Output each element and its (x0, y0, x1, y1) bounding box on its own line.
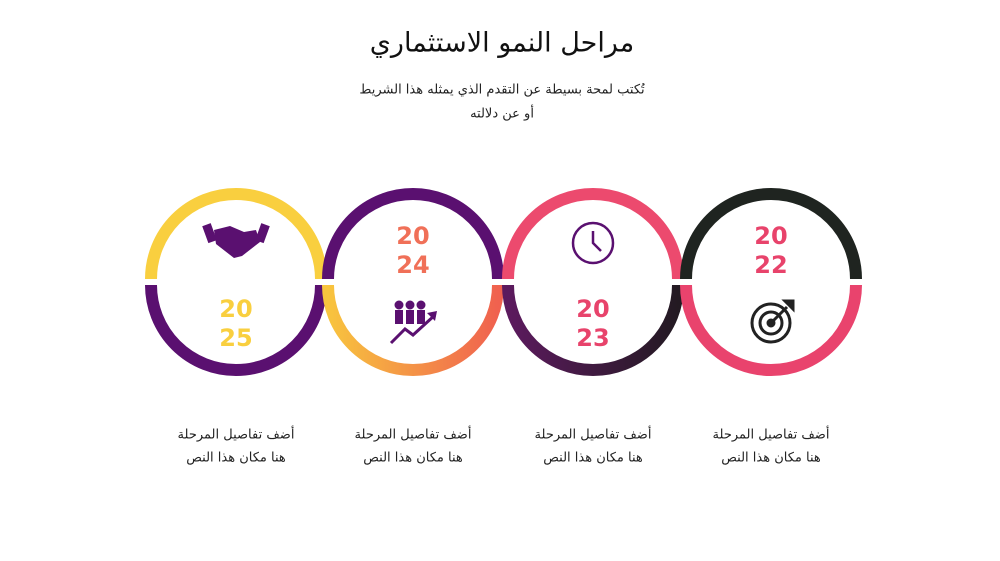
growth-icon (389, 300, 437, 345)
stage-description: أضف تفاصيل المرحلة (713, 426, 830, 443)
clock-icon (571, 221, 615, 265)
ring-top-half (145, 188, 327, 280)
ring-bottom-half (502, 284, 684, 376)
ring-bottom-half (145, 284, 327, 376)
ring-top-half (502, 188, 684, 280)
ring-top-half (680, 188, 862, 280)
target-icon (750, 299, 795, 344)
ring-bottom-half (680, 284, 862, 376)
year-label: 23 (576, 324, 609, 352)
year-label: 20 (396, 222, 429, 250)
year-label: 24 (396, 251, 429, 279)
year-label: 22 (754, 251, 787, 279)
year-label: 20 (754, 222, 787, 250)
title: مراحل النمو الاستثماري (370, 28, 634, 59)
stage-description: أضف تفاصيل المرحلة (178, 426, 295, 443)
stage-description: أضف تفاصيل المرحلة (535, 426, 652, 443)
handshake-icon (202, 223, 270, 258)
year-label: 25 (219, 324, 252, 352)
subtitle-line: أو عن دلالته (470, 105, 534, 122)
stage-description: هنا مكان هذا النص (543, 451, 643, 466)
stage-description: أضف تفاصيل المرحلة (355, 426, 472, 443)
stage-description: هنا مكان هذا النص (363, 451, 463, 466)
subtitle-line: تُكتب لمحة بسيطة عن التقدم الذي يمثله هذ… (359, 82, 645, 97)
ring-bottom-half (322, 284, 504, 376)
stage-description: هنا مكان هذا النص (721, 451, 821, 466)
rings (145, 188, 862, 376)
year-label: 20 (219, 295, 252, 323)
ring-top-half (322, 188, 504, 280)
stage-description: هنا مكان هذا النص (186, 451, 286, 466)
year-label: 20 (576, 295, 609, 323)
